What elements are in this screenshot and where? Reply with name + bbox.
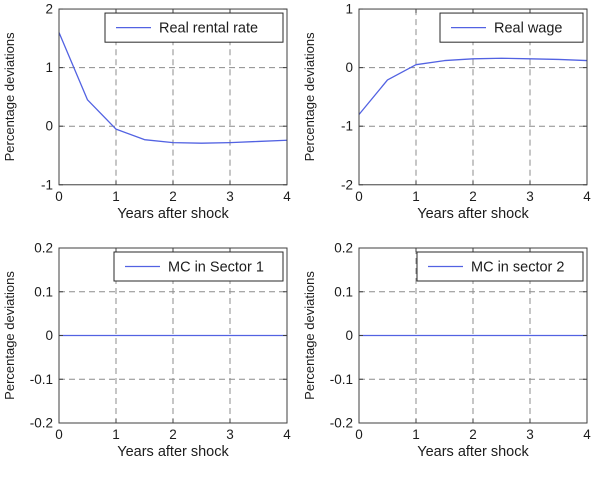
x-axis-label: Years after shock	[417, 206, 529, 222]
plot-line	[58, 32, 288, 144]
x-tick-label: 4	[583, 427, 591, 442]
subplot-mc-in-sector-2: 0 1 2 3 4 -0.2 -0.1 0 0.1 0.2 Years after shock Per…	[302, 241, 591, 461]
x-tick-label: 1	[112, 189, 120, 204]
subplot-cell-real-rental-rate: 0 1 2 3 4 -1 0 1 2 Years after shock Percentage de…	[0, 0, 300, 239]
x-tick-label: 1	[112, 427, 120, 442]
y-tick-label: 0	[45, 328, 53, 343]
y-tick-label: 2	[45, 2, 53, 17]
y-tick-label: 0	[45, 119, 53, 134]
y-tick-label: -2	[341, 177, 353, 192]
y-tick-label: -0.1	[30, 372, 53, 387]
x-tick-label: 2	[169, 189, 177, 204]
y-tick-label: -1	[41, 177, 53, 192]
x-tick-label: 2	[469, 427, 477, 442]
x-tick-label: 4	[283, 189, 291, 204]
y-tick-label: 0.2	[34, 241, 53, 256]
y-tick-label: -1	[341, 119, 353, 134]
y-axis-label: Percentage deviations	[2, 32, 17, 162]
subplot-cell-real-wage: 0 1 2 3 4 -2 -1 0 1 Years after shock Percentage d…	[300, 0, 600, 239]
x-tick-label: 0	[355, 189, 363, 204]
y-tick-label: -0.1	[330, 372, 353, 387]
x-tick-label: 2	[469, 189, 477, 204]
y-tick-label: 0	[345, 60, 353, 75]
y-axis-label: Percentage deviations	[302, 271, 317, 400]
x-tick-label: 0	[55, 189, 63, 204]
legend-label: Real rental rate	[159, 21, 258, 37]
x-tick-label: 1	[412, 189, 420, 204]
subplot-mc-in-sector-1: 0 1 2 3 4 -0.2 -0.1 0 0.1 0.2 Years after shock Per…	[2, 241, 291, 461]
x-axis-label: Years after shock	[117, 444, 229, 460]
subplot-real-wage: 0 1 2 3 4 -2 -1 0 1 Years after shock Percentage d…	[302, 2, 591, 222]
subplot-mc-sector-2: 0 1 2 3 4 -0.2 -0.1 0 0.1 0.2 Years after shock Per…	[300, 239, 600, 477]
x-tick-label: 3	[526, 427, 534, 442]
y-tick-label: -0.2	[330, 416, 353, 431]
x-tick-label: 4	[583, 189, 591, 204]
y-tick-label: -0.2	[30, 416, 53, 431]
x-tick-label: 0	[355, 427, 363, 442]
y-axis-label: Percentage deviations	[302, 32, 317, 162]
y-axis-label: Percentage deviations	[2, 271, 17, 400]
x-tick-label: 1	[412, 427, 420, 442]
x-tick-label: 2	[169, 427, 177, 442]
x-tick-label: 3	[226, 427, 234, 442]
plot-line	[358, 57, 588, 115]
x-tick-label: 3	[226, 189, 234, 204]
legend-label: MC in sector 2	[471, 260, 564, 276]
y-tick-label: 0.1	[34, 284, 53, 299]
y-tick-label: 1	[45, 60, 53, 75]
y-tick-label: 0	[345, 328, 353, 343]
legend-label: Real wage	[494, 21, 562, 37]
subplot-mc-sector-1: 0 1 2 3 4 -0.2 -0.1 0 0.1 0.2 Years after shock Per…	[0, 239, 300, 477]
x-axis-label: Years after shock	[117, 206, 229, 222]
x-axis-label: Years after shock	[417, 444, 529, 460]
x-tick-label: 3	[526, 189, 534, 204]
y-tick-label: 1	[345, 2, 353, 17]
x-tick-label: 0	[55, 427, 63, 442]
x-tick-label: 4	[283, 427, 291, 442]
legend-label: MC in Sector 1	[168, 260, 264, 276]
y-tick-label: 0.2	[334, 241, 353, 256]
y-tick-label: 0.1	[334, 284, 353, 299]
